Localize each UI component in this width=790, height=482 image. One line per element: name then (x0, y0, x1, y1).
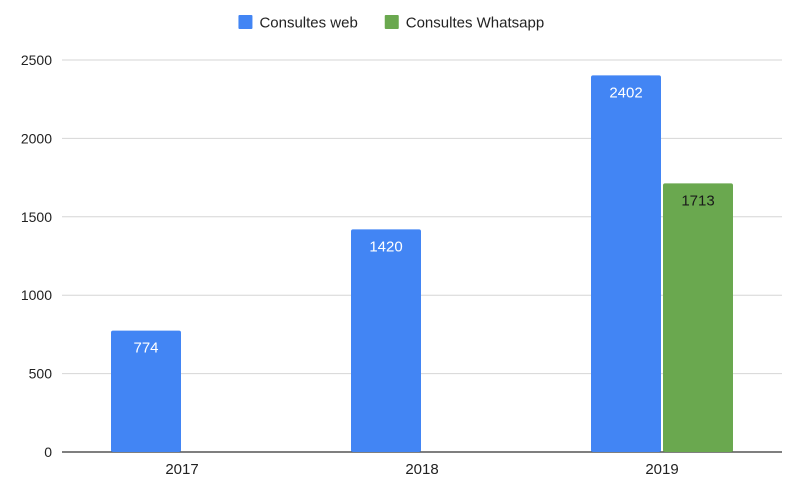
legend-swatch (238, 15, 253, 29)
legend-label: Consultes web (259, 15, 357, 32)
bar (663, 183, 733, 452)
data-label: 774 (133, 340, 158, 357)
y-tick-label: 1500 (21, 209, 52, 225)
y-tick-label: 2500 (21, 52, 52, 68)
x-axis: 2017 2018 2019 (165, 461, 678, 478)
bars (111, 75, 733, 453)
data-label: 1713 (681, 192, 714, 209)
y-tick-label: 500 (29, 366, 53, 382)
x-tick-label: 2019 (645, 461, 678, 477)
y-tick-label: 0 (44, 444, 52, 460)
y-tick-label: 1000 (21, 287, 52, 303)
y-tick-label: 2000 (21, 130, 52, 146)
data-labels: 774 1420 2402 1713 (133, 84, 714, 356)
x-tick-label: 2018 (405, 461, 438, 477)
legend-swatch (384, 15, 399, 29)
y-axis: 0 500 1000 1500 2000 2500 (21, 52, 52, 460)
bar (111, 330, 181, 452)
legend-label: Consultes Whatsapp (406, 15, 544, 32)
bar (591, 75, 661, 453)
bar (351, 229, 421, 452)
gridlines (62, 59, 782, 453)
data-label: 2402 (609, 84, 642, 101)
x-tick-label: 2017 (165, 461, 198, 477)
legend: Consultes web Consultes Whatsapp (238, 15, 544, 32)
data-label: 1420 (369, 238, 402, 255)
